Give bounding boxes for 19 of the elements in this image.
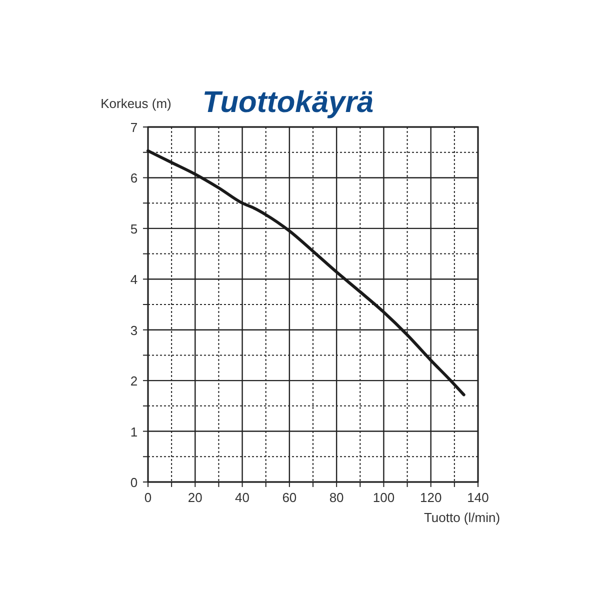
x-tick-label: 0 (144, 490, 152, 505)
y-tick-label: 0 (130, 475, 138, 490)
x-tick-label: 40 (235, 490, 250, 505)
x-tick-label: 20 (188, 490, 202, 505)
x-axis-title: Tuotto (l/min) (424, 510, 500, 525)
x-tick-label: 100 (372, 490, 395, 505)
x-tick-label: 60 (282, 490, 297, 505)
y-tick-label: 5 (130, 221, 138, 236)
y-tick-label: 1 (130, 424, 138, 440)
y-tick-label: 4 (130, 272, 138, 288)
y-tick-label: 7 (130, 120, 138, 135)
y-tick-label: 6 (130, 170, 138, 186)
x-tick-label: 80 (329, 490, 344, 505)
x-tick-label: 140 (467, 490, 489, 505)
y-tick-label: 2 (130, 374, 138, 389)
x-tick-label: 120 (420, 490, 442, 505)
y-axis-title: Korkeus (m) (100, 96, 172, 111)
y-tick-label: 3 (130, 322, 138, 338)
chart-title: Tuottokäyrä (202, 86, 374, 119)
